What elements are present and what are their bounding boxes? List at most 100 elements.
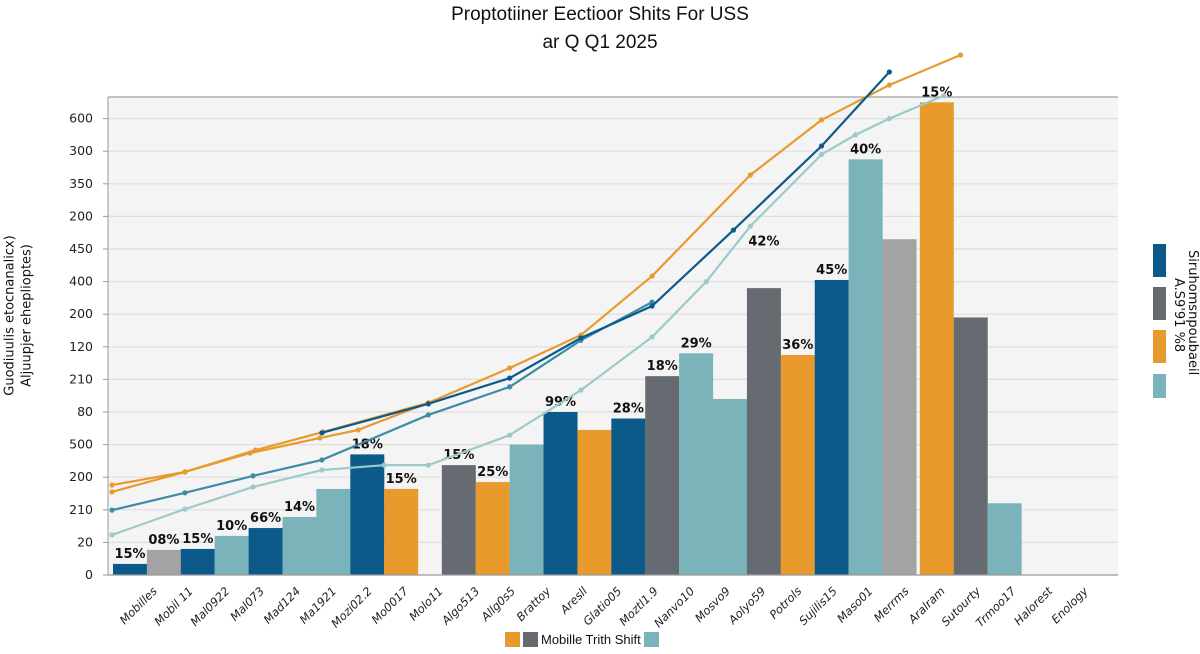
bar: [814, 279, 849, 575]
bar: [475, 482, 510, 575]
bar: [316, 488, 351, 575]
series-point: [507, 375, 513, 381]
chart-subtitle: ar Q Q1 2025: [542, 32, 658, 53]
series-point: [109, 532, 115, 538]
legend-right-text-1: A.S9'91 %8: [1171, 278, 1186, 353]
bar: [848, 159, 883, 575]
series-point: [578, 335, 584, 341]
legend-label: Mobille Trith Shift: [541, 632, 641, 647]
chart-title: Proptotiiner Eectioor Shits For USS: [451, 4, 749, 25]
y-tick-label: 450: [69, 241, 93, 256]
data-label: 25%: [477, 465, 508, 480]
data-label: 66%: [250, 511, 281, 526]
y-tick-label: 210: [69, 502, 93, 517]
y-tick-label: 210: [69, 371, 93, 386]
data-label: 28%: [613, 402, 644, 417]
y-tick-label: 120: [69, 339, 93, 354]
annotation-label: 42%: [748, 235, 779, 250]
bar: [180, 548, 215, 575]
series-point: [578, 387, 584, 393]
series-point: [818, 143, 825, 149]
y-tick-label: 300: [69, 143, 93, 158]
data-label: 45%: [816, 263, 847, 278]
series-point: [747, 172, 753, 178]
bar: [384, 488, 419, 575]
bar: [679, 353, 714, 575]
y-tick-label: 500: [69, 437, 93, 452]
bar: [713, 398, 748, 575]
series-point: [425, 401, 431, 407]
series-point: [886, 116, 892, 122]
series-point: [319, 467, 325, 473]
bar: [645, 376, 680, 575]
data-label: 36%: [782, 338, 813, 353]
series-point: [425, 412, 431, 418]
bar: [987, 503, 1022, 575]
bar: [146, 549, 181, 575]
y-tick-label: 200: [69, 469, 93, 484]
legend-right-text-2: Siruhomsnpoubaeil: [1185, 250, 1200, 376]
series-point: [649, 303, 655, 309]
series-point: [182, 469, 188, 475]
bar: [214, 535, 249, 575]
legend-bottom: Mobille Trith Shift: [505, 632, 659, 647]
bar: [577, 429, 612, 575]
series-line-navy: [321, 71, 891, 434]
y-tick-label: 0: [85, 567, 93, 582]
legend-right-swatch-orange: [1153, 330, 1166, 363]
data-label: 14%: [284, 500, 315, 515]
series-point: [507, 432, 513, 438]
data-label: 40%: [850, 142, 881, 157]
series-point: [109, 482, 115, 488]
bar: [543, 412, 578, 575]
series-point: [649, 273, 655, 279]
series-point: [957, 52, 964, 58]
legend-swatch-orange: [505, 632, 520, 647]
series-point: [852, 132, 859, 138]
legend-right-swatch-gray: [1153, 287, 1166, 320]
data-label: 15%: [182, 532, 213, 547]
data-label: 18%: [352, 437, 383, 452]
data-label: 29%: [681, 336, 712, 351]
series-point: [507, 384, 513, 390]
bar: [780, 354, 815, 575]
series-point: [818, 151, 825, 158]
bar: [882, 239, 917, 575]
series-point: [250, 473, 256, 479]
series-point: [886, 82, 892, 88]
y-tick-label: 20: [77, 534, 93, 549]
series-point: [355, 427, 361, 433]
bar: [248, 528, 283, 575]
series-point: [182, 506, 188, 512]
series-point: [703, 279, 709, 285]
y-tick-label: 200: [69, 208, 93, 223]
bar: [350, 454, 385, 575]
series-point: [425, 462, 431, 468]
y-tick-label: 600: [69, 111, 93, 126]
series-point: [319, 430, 325, 436]
series-point: [941, 93, 947, 99]
legend-right-swatch-navy: [1153, 244, 1166, 277]
series-point: [381, 462, 387, 468]
data-label: 15%: [386, 472, 417, 487]
series-point: [730, 227, 737, 233]
series-point: [250, 484, 256, 490]
series-point: [109, 507, 115, 513]
y-tick-label: 350: [69, 176, 93, 191]
series-point: [182, 490, 188, 496]
series-point: [319, 457, 325, 463]
legend-swatch-teal: [643, 632, 659, 647]
y-axis-title-line-2: Aljuupjer eheplioptes): [19, 244, 35, 387]
bar: [953, 317, 988, 575]
data-label: 18%: [647, 359, 678, 374]
series-point: [507, 365, 513, 371]
data-label: 08%: [148, 533, 179, 548]
y-tick-label: 200: [69, 306, 93, 321]
bar: [509, 444, 544, 575]
series-point: [109, 489, 115, 495]
series-point: [252, 447, 259, 453]
y-axis-title-line-1: Guodiuulis etocnanalicx): [2, 235, 18, 396]
bar: [919, 102, 954, 576]
bar: [441, 465, 476, 575]
